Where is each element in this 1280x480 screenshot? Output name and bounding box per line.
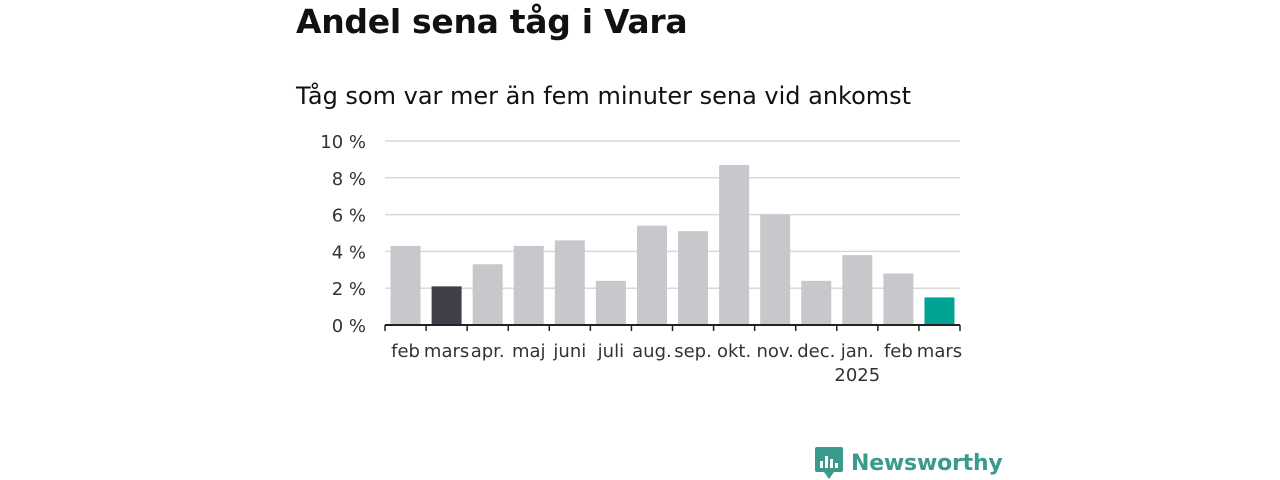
x-tick-label: dec. [797,341,835,362]
x-tick-label: juli [597,341,624,362]
x-tick-label: nov. [756,341,793,362]
bar [760,214,791,325]
x-tick-label: juni [552,341,586,362]
bar [472,264,503,325]
y-tick-label: 2 % [332,279,366,300]
bar [554,240,585,325]
y-tick-label: 6 % [332,206,366,227]
bar [801,280,832,325]
bar [883,273,914,325]
y-tick-label: 10 % [320,132,366,153]
x-tick-label: feb [391,341,420,362]
bar [390,245,421,325]
x-tick-label: sep. [674,341,712,362]
x-tick-label: okt. [717,341,751,362]
x-tick-label: mars [424,341,469,362]
x-tick-label: apr. [471,341,505,362]
newsworthy-logo: Newsworthy [815,447,1003,479]
newsworthy-icon [815,447,843,479]
bar [595,280,626,325]
bar [842,255,873,325]
bar [431,286,462,325]
bar [513,245,544,325]
x-tick-label: feb [884,341,913,362]
x-tick-label: maj [512,341,546,362]
x-tick-label: jan. [840,341,874,362]
chart-title: Andel sena tåg i Vara [296,2,688,41]
bar [636,225,667,325]
bar [924,297,955,325]
brand-name: Newsworthy [851,450,1003,476]
y-tick-label: 0 % [332,316,366,337]
y-tick-label: 8 % [332,169,366,190]
bar [678,231,709,325]
chart-subtitle: Tåg som var mer än fem minuter sena vid … [296,82,912,110]
x-tick-label: mars [917,341,962,362]
x-tick-label: aug. [632,341,672,362]
y-tick-label: 4 % [332,242,366,263]
x-year-label: 2025 [834,365,880,386]
bar [719,164,750,325]
